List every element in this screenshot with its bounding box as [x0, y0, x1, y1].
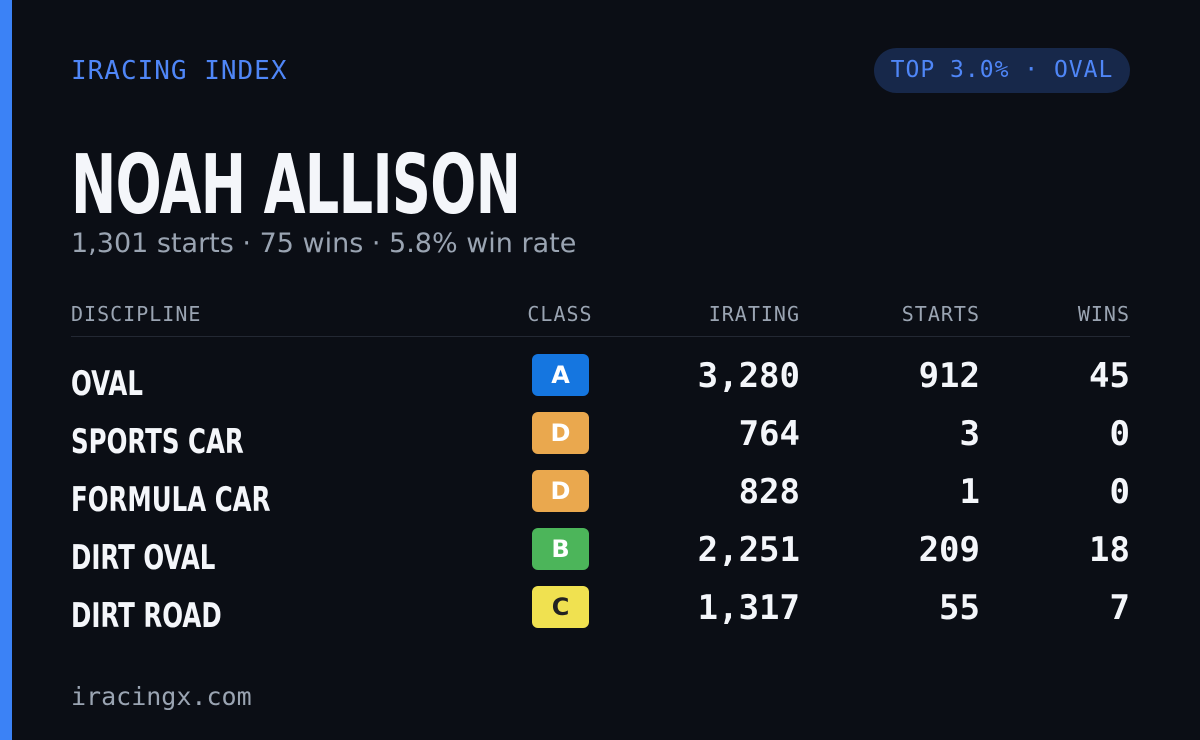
accent-stripe: [0, 0, 12, 740]
starts: 209: [918, 530, 980, 570]
discipline: SPORTS CAR: [71, 422, 244, 462]
discipline: FORMULA CAR: [71, 480, 271, 520]
rank-badge: TOP 3.0% · OVAL: [874, 48, 1130, 93]
irating: 2,251: [697, 530, 800, 570]
starts: 55: [939, 588, 980, 628]
class-badge: D: [532, 470, 589, 512]
irating: 3,280: [697, 356, 800, 396]
irating: 828: [738, 472, 800, 512]
discipline: OVAL: [71, 364, 143, 404]
class-badge: A: [532, 354, 589, 396]
irating: 1,317: [697, 588, 800, 628]
wins: 45: [1089, 356, 1130, 396]
starts: 3: [959, 414, 980, 454]
discipline: DIRT OVAL: [71, 538, 216, 578]
column-header: STARTS: [901, 302, 980, 326]
column-header: IRATING: [708, 302, 800, 326]
discipline: DIRT ROAD: [71, 596, 222, 636]
column-header: DISCIPLINE: [71, 302, 202, 326]
wins: 0: [1109, 414, 1130, 454]
class-badge: B: [532, 528, 589, 570]
column-header: CLASS: [527, 302, 593, 326]
column-header: WINS: [1077, 302, 1130, 326]
wins: 7: [1109, 588, 1130, 628]
header-rule: [71, 336, 1130, 337]
brand: IRACING INDEX: [71, 56, 288, 86]
starts: 912: [918, 356, 980, 396]
starts: 1: [959, 472, 980, 512]
driver-name: NOAH ALLISON: [71, 138, 521, 233]
wins: 18: [1089, 530, 1130, 570]
class-badge: C: [532, 586, 589, 628]
class-badge: D: [532, 412, 589, 454]
footer-site: iracingx.com: [71, 682, 252, 711]
irating: 764: [738, 414, 800, 454]
wins: 0: [1109, 472, 1130, 512]
summary: 1,301 starts · 75 wins · 5.8% win rate: [71, 228, 577, 259]
